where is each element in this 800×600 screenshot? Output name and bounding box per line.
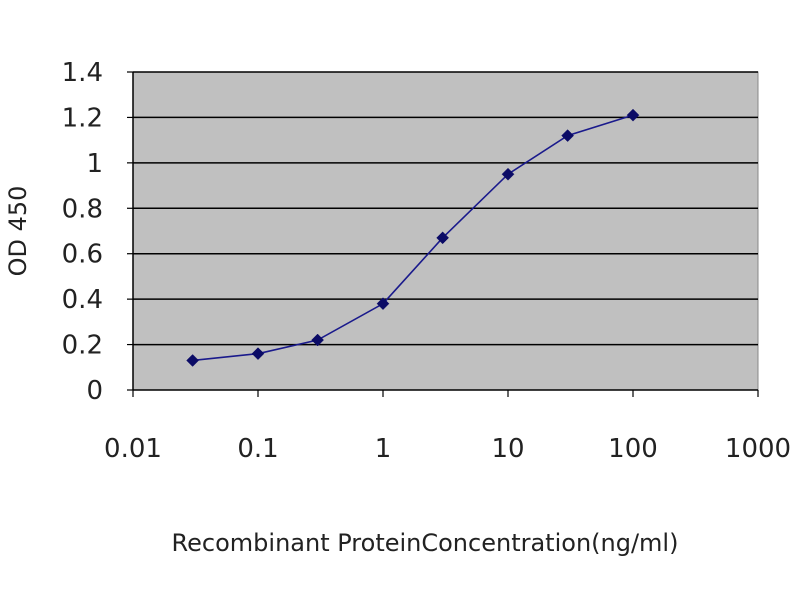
y-tick-label: 0.2 (62, 331, 103, 361)
plot-area (132, 71, 759, 391)
y-tick-label: 1.4 (62, 58, 103, 88)
gridlines (133, 71, 758, 346)
y-axis-title: OD 450 (4, 186, 32, 277)
y-tick-label: 1 (86, 149, 103, 179)
data-point (311, 333, 324, 347)
y-tick-label: 0 (86, 376, 103, 406)
data-point (561, 129, 574, 142)
x-tick-label: 100 (608, 434, 658, 464)
y-tick-label: 1.2 (62, 103, 103, 133)
x-axis-title: Recombinant ProteinConcentration(ng/ml) (172, 529, 679, 557)
axes (127, 71, 759, 397)
data-point (626, 108, 640, 122)
y-tick-label: 0.4 (62, 285, 103, 315)
series-line (192, 114, 634, 362)
x-tick-label: 0.1 (237, 434, 278, 464)
data-point (251, 347, 265, 361)
data-point (376, 297, 390, 311)
y-tick-label: 0.6 (62, 240, 103, 270)
x-tick-labels: 0.01 0.1 1 10 100 1000 (104, 434, 791, 464)
data-point (436, 231, 449, 245)
x-tick-label: 1 (375, 434, 392, 464)
x-tick-label: 1000 (725, 434, 791, 464)
y-tick-labels: 0 0.2 0.4 0.6 0.8 1 1.2 1.4 (62, 58, 103, 406)
data-point (186, 354, 199, 367)
y-tick-label: 0.8 (62, 194, 103, 224)
data-point (501, 167, 515, 181)
x-tick-label: 10 (491, 434, 524, 464)
series (186, 108, 640, 367)
x-tick-label: 0.01 (104, 434, 162, 464)
